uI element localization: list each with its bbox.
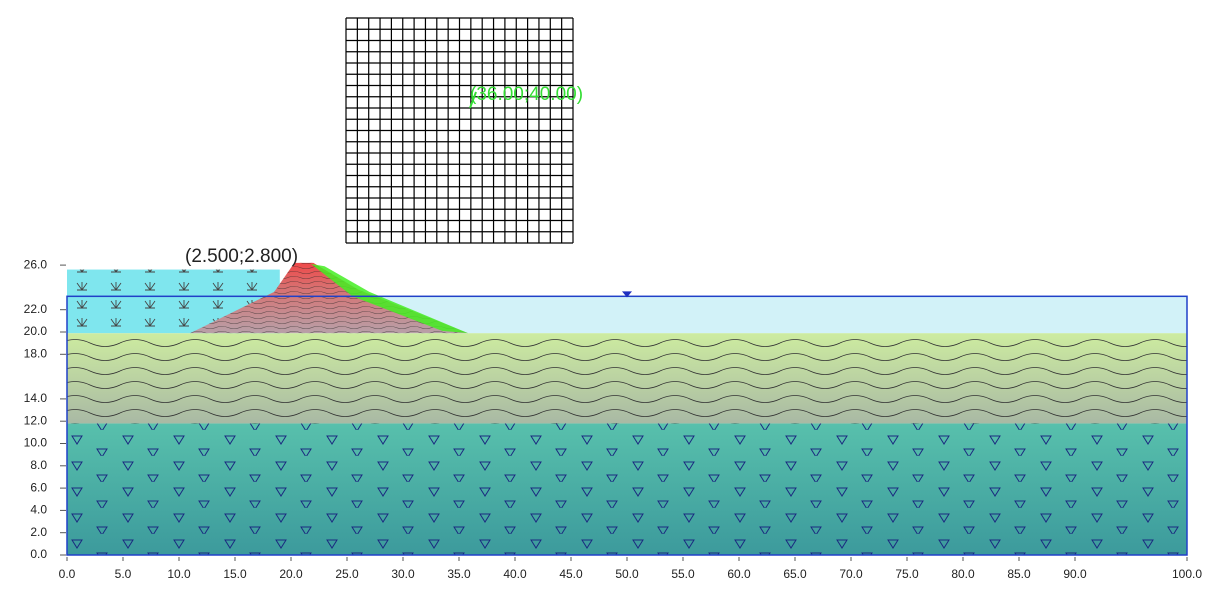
center-label: (36.00;40.00) [470, 84, 583, 105]
x-tick-label: 45.0 [559, 567, 583, 581]
y-tick-label: 14.0 [24, 391, 48, 405]
x-tick-label: 15.0 [223, 567, 247, 581]
y-tick-label: 0.0 [30, 547, 47, 561]
x-tick-label: 55.0 [671, 567, 695, 581]
x-tick-label: 100.0 [1172, 567, 1202, 581]
x-tick-label: 25.0 [335, 567, 359, 581]
y-tick-label: 20.0 [24, 324, 48, 338]
y-tick-label: 4.0 [30, 503, 47, 517]
y-tick-label: 12.0 [24, 413, 48, 427]
y-tick-label: 22.0 [24, 302, 48, 316]
radius-label: (2.500;2.800) [185, 246, 298, 267]
x-tick-label: 35.0 [447, 567, 471, 581]
x-tick-label: 40.0 [503, 567, 527, 581]
x-tick-label: 70.0 [839, 567, 863, 581]
slope-view: 0.0 5.0 10.0 15.0 20.0 25.0 30.0 35.0 40.0 45.0 50… [0, 0, 1210, 592]
y-tick-label: 26.0 [24, 257, 48, 271]
x-tick-label: 10.0 [167, 567, 191, 581]
x-tick-label: 5.0 [115, 567, 132, 581]
y-tick-label: 10.0 [24, 436, 48, 450]
x-tick-label: 65.0 [783, 567, 807, 581]
y-tick-label: 6.0 [30, 480, 47, 494]
clay-layer-hatch [67, 333, 1187, 423]
x-tick-label: 0.0 [59, 567, 76, 581]
x-tick-label: 90.0 [1063, 567, 1087, 581]
x-tick-label: 75.0 [895, 567, 919, 581]
x-tick-label: 85.0 [1007, 567, 1031, 581]
x-tick-label: 50.0 [615, 567, 639, 581]
model: 0.0 5.0 10.0 15.0 20.0 25.0 30.0 35.0 40.0 45.0 50… [24, 18, 1203, 581]
bottom-layer-hatch [67, 423, 1187, 555]
x-tick-label: 80.0 [951, 567, 975, 581]
y-tick-label: 18.0 [24, 346, 48, 360]
x-tick-label: 60.0 [727, 567, 751, 581]
x-tick-label: 30.0 [391, 567, 415, 581]
y-tick-label: 2.0 [30, 525, 47, 539]
y-tick-label: 8.0 [30, 458, 47, 472]
x-tick-label: 20.0 [279, 567, 303, 581]
